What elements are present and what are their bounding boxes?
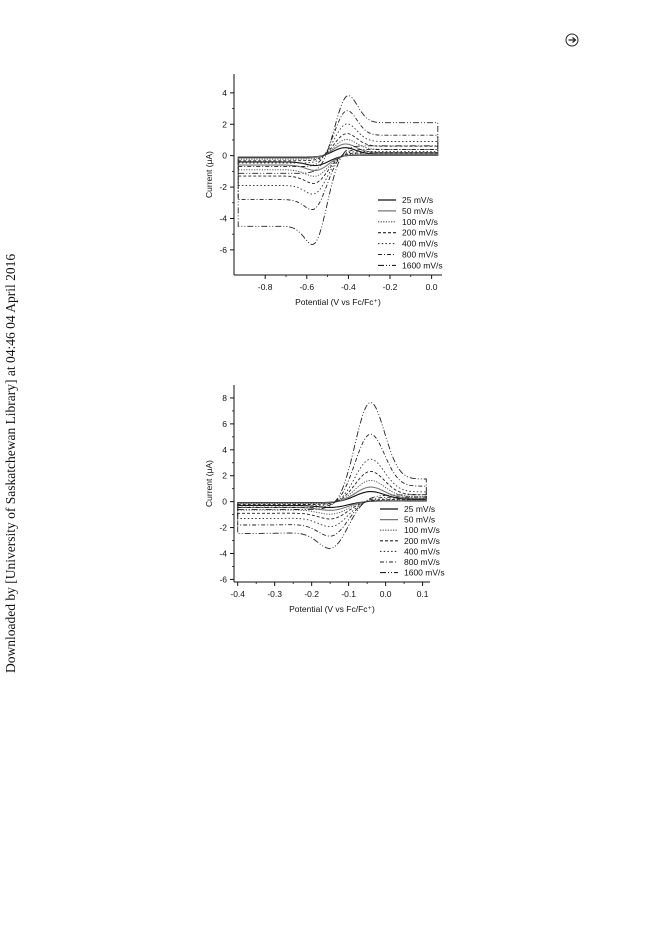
y-tick-label: -4 bbox=[219, 548, 227, 558]
legend-label: 800 mV/s bbox=[404, 557, 440, 567]
cv-trace bbox=[237, 139, 439, 177]
legend-label: 400 mV/s bbox=[404, 546, 440, 556]
cv-trace bbox=[237, 95, 439, 245]
y-tick-label: 4 bbox=[222, 445, 227, 455]
x-tick-label: -0.8 bbox=[258, 282, 273, 292]
y-tick-label: -4 bbox=[219, 213, 227, 223]
legend-label: 1600 mV/s bbox=[402, 260, 443, 270]
legend-label: 100 mV/s bbox=[404, 525, 440, 535]
x-tick-label: -0.6 bbox=[299, 282, 314, 292]
cv-trace bbox=[237, 110, 439, 211]
y-axis-title: Current (μA) bbox=[204, 151, 214, 198]
x-tick-label: -0.4 bbox=[341, 282, 356, 292]
circled-arrow-icon bbox=[565, 33, 579, 47]
x-tick-label: -0.4 bbox=[230, 589, 245, 599]
x-tick-label: 0.1 bbox=[417, 589, 429, 599]
y-tick-label: -6 bbox=[219, 245, 227, 255]
x-tick-label: 0.0 bbox=[380, 589, 392, 599]
y-tick-label: 0 bbox=[222, 151, 227, 161]
legend-label: 200 mV/s bbox=[402, 228, 438, 238]
legend-label: 800 mV/s bbox=[402, 250, 438, 260]
y-tick-label: -2 bbox=[219, 182, 227, 192]
x-tick-label: 0.0 bbox=[426, 282, 438, 292]
y-tick-label: 2 bbox=[222, 471, 227, 481]
legend-label: 25 mV/s bbox=[404, 504, 435, 514]
y-tick-label: 0 bbox=[222, 497, 227, 507]
x-tick-label: -0.3 bbox=[267, 589, 282, 599]
cv-trace bbox=[237, 143, 439, 171]
x-tick-label: -0.2 bbox=[304, 589, 319, 599]
y-axis-title: Current (μA) bbox=[204, 460, 214, 507]
y-tick-label: 6 bbox=[222, 419, 227, 429]
legend-label: 50 mV/s bbox=[404, 515, 435, 525]
x-tick-label: -0.1 bbox=[341, 589, 356, 599]
legend-label: 1600 mV/s bbox=[404, 568, 445, 578]
cv-trace bbox=[237, 402, 427, 549]
y-tick-label: 8 bbox=[222, 393, 227, 403]
legend-label: 25 mV/s bbox=[402, 195, 433, 205]
y-tick-label: -2 bbox=[219, 523, 227, 533]
x-axis-title: Potential (V vs Fc/Fc⁺) bbox=[295, 297, 381, 307]
legend-label: 400 mV/s bbox=[402, 239, 438, 249]
x-tick-label: -0.2 bbox=[383, 282, 398, 292]
cv-trace bbox=[237, 123, 439, 195]
x-axis-title: Potential (V vs Fc/Fc⁺) bbox=[289, 604, 375, 614]
cv-trace bbox=[237, 470, 427, 520]
y-tick-label: -6 bbox=[219, 574, 227, 584]
cv-trace bbox=[237, 479, 427, 515]
cv-trace bbox=[237, 458, 427, 528]
cv-trace bbox=[237, 433, 427, 537]
legend-label: 200 mV/s bbox=[404, 536, 440, 546]
y-tick-label: 4 bbox=[222, 88, 227, 98]
legend-label: 50 mV/s bbox=[402, 206, 433, 216]
cv-trace bbox=[237, 133, 439, 184]
y-tick-label: 2 bbox=[222, 119, 227, 129]
legend-label: 100 mV/s bbox=[402, 217, 438, 227]
